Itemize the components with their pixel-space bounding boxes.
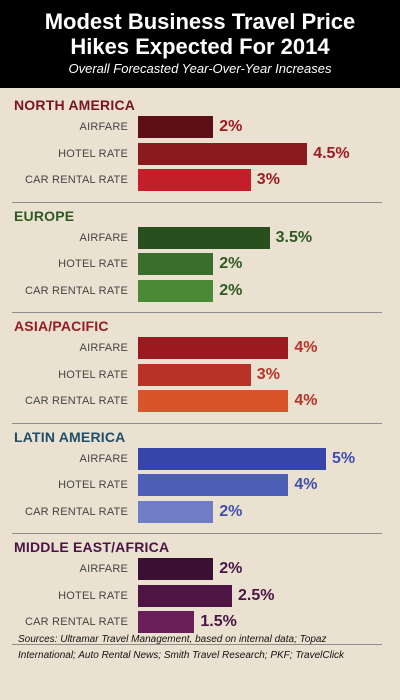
region-divider-asia-pacific <box>12 422 382 424</box>
value-label-middle-east-africa-airfare: 2% <box>219 560 243 577</box>
category-label-north-america-airfare: AIRFARE <box>79 121 128 133</box>
bar-latin-america-hotel-rate <box>138 474 289 496</box>
category-label-europe-airfare: AIRFARE <box>79 231 128 244</box>
region-label-asia-pacific: ASIA/PACIFIC <box>14 318 109 334</box>
bar-north-america-hotel-rate <box>138 142 308 165</box>
bar-asia-pacific-car-rental-rate <box>138 390 289 412</box>
region-divider-middle-east-africa <box>12 643 382 645</box>
bar-north-america-airfare <box>138 116 214 138</box>
region-divider-north-america <box>12 201 382 203</box>
category-label-latin-america-airfare: AIRFARE <box>79 452 128 465</box>
region-label-latin-america: LATIN AMERICA <box>14 428 126 445</box>
value-label-middle-east-africa-hotel-rate: 2.5% <box>238 586 275 604</box>
category-label-asia-pacific-hotel-rate: HOTEL RATE <box>58 368 128 381</box>
category-label-middle-east-africa-car-rental-rate: CAR RENTAL RATE <box>24 616 128 628</box>
bar-middle-east-africa-hotel-rate <box>138 584 232 607</box>
category-label-asia-pacific-car-rental-rate: CAR RENTAL RATE <box>24 395 128 407</box>
region-label-north-america: NORTH AMERICA <box>14 97 136 113</box>
bar-north-america-car-rental-rate <box>138 169 251 191</box>
value-label-europe-car-rental-rate: 2% <box>219 281 243 299</box>
value-label-europe-airfare: 3.5% <box>275 228 313 246</box>
value-label-latin-america-hotel-rate: 4% <box>294 476 318 493</box>
title-line-1: Modest Business Travel Price <box>44 9 356 34</box>
value-label-north-america-airfare: 2% <box>219 118 243 135</box>
bar-europe-car-rental-rate <box>138 279 214 302</box>
value-label-asia-pacific-hotel-rate: 3% <box>256 365 280 383</box>
value-label-latin-america-airfare: 5% <box>332 449 356 467</box>
chart-title: Modest Business Travel Price Hikes Expec… <box>0 0 400 59</box>
chart-subtitle: Overall Forecasted Year-Over-Year Increa… <box>68 61 332 76</box>
sources-note: Sources: Ultramar Travel Management, bas… <box>18 634 345 661</box>
bar-europe-hotel-rate <box>138 253 214 275</box>
region-label-middle-east-africa: MIDDLE EAST/AFRICA <box>14 539 170 555</box>
value-label-asia-pacific-car-rental-rate: 4% <box>294 392 318 409</box>
value-label-north-america-car-rental-rate: 3% <box>256 171 280 188</box>
value-label-asia-pacific-airfare: 4% <box>294 339 318 356</box>
bar-asia-pacific-airfare <box>138 337 289 359</box>
bar-middle-east-africa-airfare <box>138 558 214 580</box>
category-label-europe-hotel-rate: HOTEL RATE <box>58 258 128 270</box>
category-label-middle-east-africa-hotel-rate: HOTEL RATE <box>58 589 128 602</box>
region-divider-europe <box>12 312 382 313</box>
category-label-asia-pacific-airfare: AIRFARE <box>79 342 128 354</box>
value-label-latin-america-car-rental-rate: 2% <box>219 502 243 520</box>
region-divider-latin-america <box>12 533 382 534</box>
category-label-middle-east-africa-airfare: AIRFARE <box>79 563 128 575</box>
category-label-latin-america-car-rental-rate: CAR RENTAL RATE <box>24 505 128 518</box>
region-label-europe: EUROPE <box>14 207 75 224</box>
header: Modest Business Travel Price Hikes Expec… <box>0 0 400 88</box>
bar-latin-america-car-rental-rate <box>138 500 214 523</box>
value-label-north-america-hotel-rate: 4.5% <box>313 144 350 162</box>
bar-middle-east-africa-car-rental-rate <box>138 611 195 633</box>
bar-europe-airfare <box>138 226 270 249</box>
bar-latin-america-airfare <box>138 447 326 470</box>
bar-asia-pacific-hotel-rate <box>138 363 251 386</box>
category-label-north-america-car-rental-rate: CAR RENTAL RATE <box>24 174 128 186</box>
value-label-middle-east-africa-car-rental-rate: 1.5% <box>200 613 237 630</box>
category-label-north-america-hotel-rate: HOTEL RATE <box>58 147 128 160</box>
title-line-2: Hikes Expected For 2014 <box>70 34 330 59</box>
category-label-europe-car-rental-rate: CAR RENTAL RATE <box>24 284 128 297</box>
value-label-europe-hotel-rate: 2% <box>219 255 243 272</box>
category-label-latin-america-hotel-rate: HOTEL RATE <box>58 479 128 491</box>
